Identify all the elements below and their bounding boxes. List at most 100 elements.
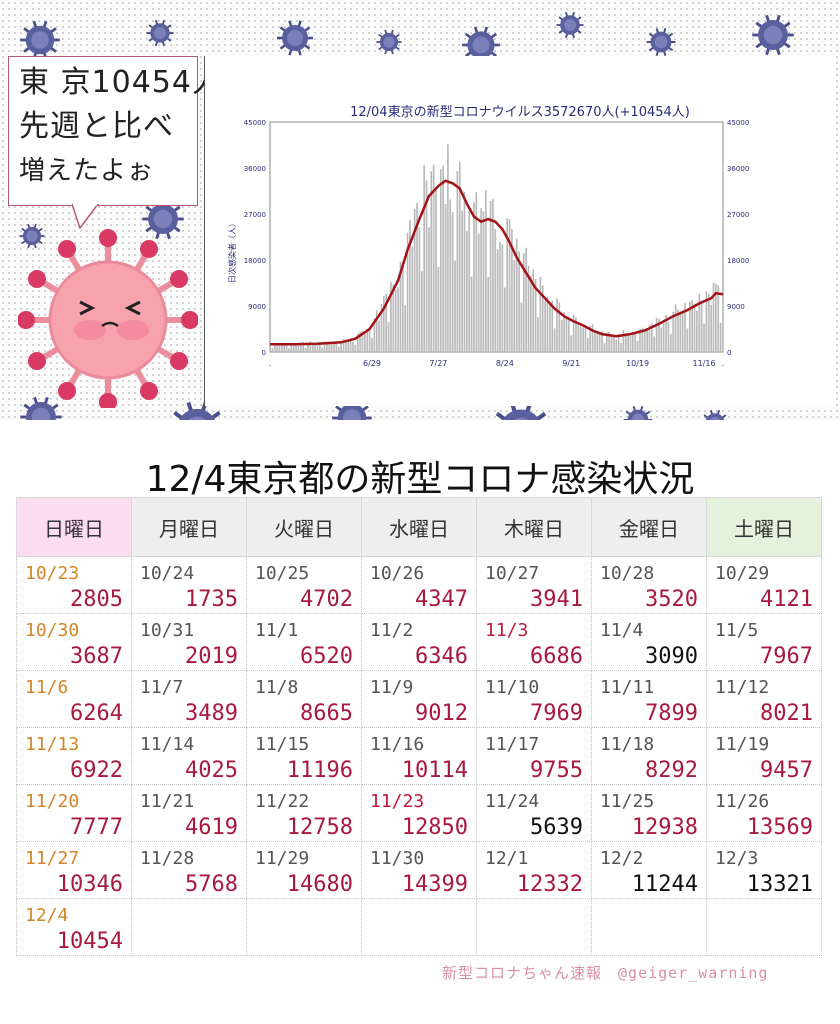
cell-date: 12/2: [600, 848, 644, 869]
daily-case-bar: [485, 190, 487, 352]
day-cell: 10/31 2019: [131, 613, 247, 671]
daily-case-bar: [511, 229, 513, 352]
daily-case-bar: [653, 336, 656, 352]
daily-case-bar: [458, 161, 461, 352]
day-cell: 11/18 8292: [591, 727, 707, 785]
daily-case-bar: [560, 320, 563, 352]
chart-ylabel: 日次感染者（人）: [227, 219, 237, 283]
daily-case-bar: [703, 323, 705, 352]
daily-case-bar: [636, 341, 639, 352]
daily-case-bar: [584, 326, 587, 352]
daily-case-bar: [551, 300, 554, 352]
daily-case-bar: [525, 248, 527, 352]
cell-count: 8021: [760, 701, 813, 726]
x-tick-label: 10/19: [626, 359, 649, 368]
day-cell: 10/25 4702: [246, 556, 362, 614]
day-cell: 11/23 12850: [361, 784, 477, 842]
daily-case-bar: [658, 318, 660, 352]
daily-case-bar: [501, 244, 504, 352]
cell-date: 11/20: [25, 791, 80, 812]
cell-count: 7777: [70, 815, 123, 840]
daily-case-bar: [506, 218, 508, 352]
daily-case-bar: [311, 344, 314, 352]
cell-date: 11/29: [255, 848, 310, 869]
daily-case-bar: [698, 293, 701, 352]
day-cell: 10/28 3520: [591, 556, 707, 614]
day-cell: 11/1 6520: [246, 613, 362, 671]
virus-icon: [20, 20, 60, 60]
daily-case-bar: [534, 278, 537, 352]
daily-case-bar: [665, 315, 667, 352]
cell-date: 11/12: [715, 677, 770, 698]
daily-case-bar: [582, 327, 584, 352]
daily-case-bar: [380, 304, 383, 352]
cell-count: 11196: [286, 758, 353, 783]
cell-count: 2019: [185, 644, 238, 669]
daily-case-bar: [549, 301, 551, 352]
daily-case-bar: [273, 343, 276, 352]
day-cell: 10/27 3941: [476, 556, 592, 614]
bubble-line-1: 東 京10454人: [19, 65, 223, 100]
daily-case-bar: [646, 330, 648, 352]
daily-case-bar: [430, 171, 433, 352]
daily-case-bar: [617, 334, 620, 352]
daily-case-bar: [330, 343, 333, 352]
daily-case-bar: [546, 297, 549, 352]
daily-case-bar: [620, 342, 622, 352]
day-cell: 11/24 5639: [476, 784, 592, 842]
day-cell: 11/2 6346: [361, 613, 477, 671]
daily-case-bar: [475, 192, 478, 352]
daily-case-bar: [634, 332, 637, 352]
daily-case-bar: [383, 295, 385, 352]
daily-case-bar: [705, 291, 708, 352]
cell-date: 11/28: [140, 848, 195, 869]
daily-case-bar: [672, 311, 675, 352]
y-tick-label: 18000: [727, 257, 749, 265]
cell-date: 10/25: [255, 563, 310, 584]
daily-case-bar: [364, 332, 366, 352]
day-cell: 12/1 12332: [476, 841, 592, 899]
daily-case-bar: [420, 271, 423, 352]
daily-case-bar: [707, 294, 710, 352]
daily-case-bar: [660, 327, 663, 352]
x-tick-label: .: [722, 359, 725, 368]
day-cell: 12/2 11244: [591, 841, 707, 899]
daily-case-bar: [627, 335, 629, 352]
cell-date: 11/14: [140, 734, 195, 755]
daily-case-bar: [337, 346, 340, 352]
x-tick-label: 8/24: [496, 359, 514, 368]
daily-case-bar: [515, 238, 518, 352]
daily-case-bar: [722, 277, 724, 352]
cell-date: 11/16: [370, 734, 425, 755]
daily-case-bar: [297, 343, 300, 352]
day-cell: 11/3 6686: [476, 613, 592, 671]
cell-count: 9457: [760, 758, 813, 783]
daily-case-bar: [314, 343, 316, 352]
daily-case-bar: [285, 343, 288, 352]
cell-date: 11/13: [25, 734, 80, 755]
daily-case-bar: [300, 345, 302, 352]
y-tick-label: 0: [262, 349, 266, 357]
day-cell: 11/14 4025: [131, 727, 247, 785]
cell-date: 11/23: [370, 791, 425, 812]
daily-case-bar: [399, 261, 402, 352]
daily-case-bar: [288, 348, 290, 352]
y-tick-label: 36000: [244, 165, 266, 173]
cell-count: 4025: [185, 758, 238, 783]
daily-case-bar: [622, 330, 625, 352]
daily-case-bar: [366, 329, 369, 352]
cell-date: 12/4: [25, 905, 69, 926]
y-tick-label: 27000: [244, 211, 266, 219]
daily-case-bar: [596, 330, 599, 352]
cell-date: 12/1: [485, 848, 529, 869]
daily-case-bar: [404, 305, 407, 352]
virus-icon: [146, 19, 174, 47]
day-cell: 10/24 1735: [131, 556, 247, 614]
daily-case-bar: [522, 253, 525, 352]
day-cell: [361, 898, 477, 956]
cell-date: 10/30: [25, 620, 80, 641]
daily-case-bar: [269, 344, 271, 352]
daily-case-bar: [345, 340, 347, 352]
daily-case-bar: [290, 342, 293, 352]
cell-count: 10114: [401, 758, 468, 783]
